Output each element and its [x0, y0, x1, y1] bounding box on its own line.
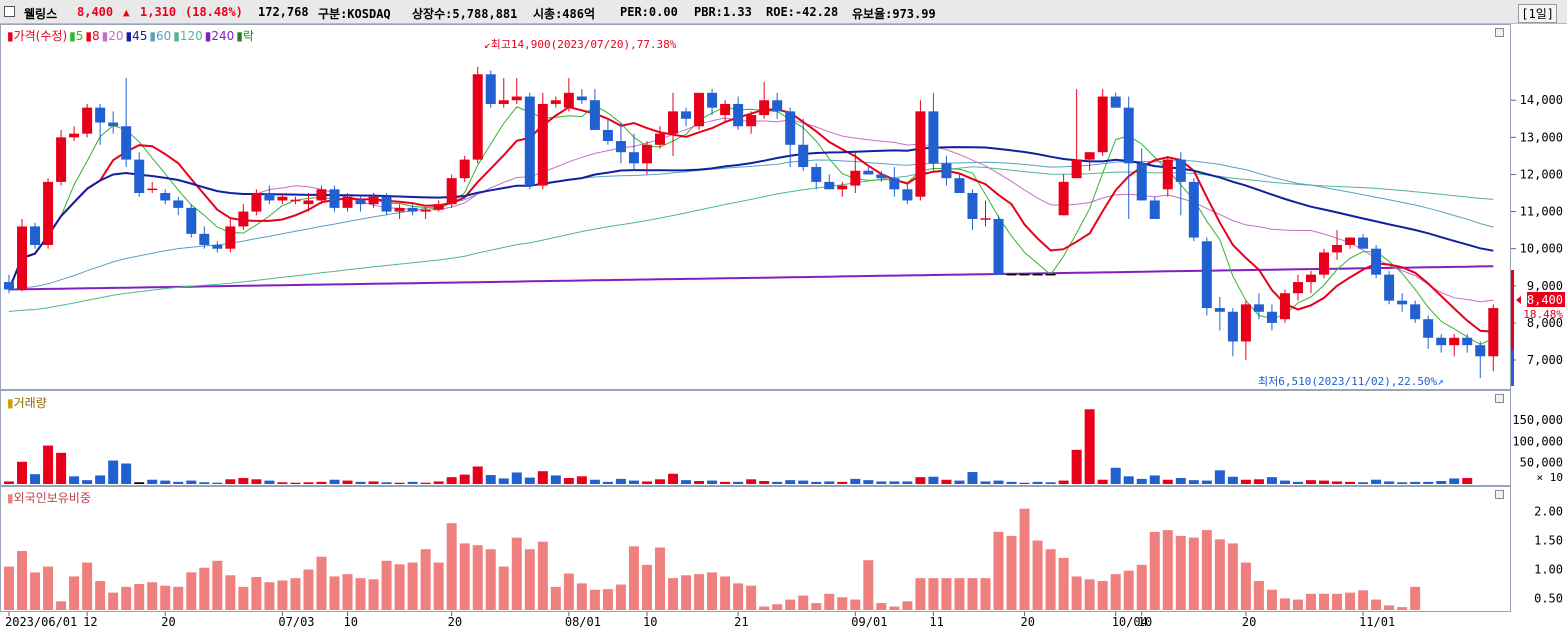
reserve-ratio: 유보율:973.99	[852, 7, 936, 21]
foreign-tick-label: 2.00	[1534, 505, 1563, 519]
volume-tick-label: 150,000	[1512, 413, 1563, 427]
foreign-panel: ▮외국인보유비중	[0, 486, 1511, 612]
edge-bar	[1511, 270, 1514, 350]
last-price-tag	[1527, 292, 1565, 307]
legend-item: ▮락	[236, 29, 254, 43]
roe-value: ROE:-42.28	[766, 5, 839, 19]
per-value: PER:0.00	[620, 5, 678, 19]
x-tick-label: 10/04	[1112, 615, 1148, 629]
up-triangle-icon: ▲	[123, 6, 130, 19]
volume-title: ▮거래량	[7, 396, 47, 410]
x-tick-label: 20	[161, 615, 175, 629]
x-tick-label: 2023/06/01	[5, 615, 77, 629]
x-tick-label: 10	[1138, 615, 1152, 629]
period-selector[interactable]: [1일]	[1518, 4, 1557, 23]
last-pct-text: 18.48%	[1523, 308, 1563, 321]
x-tick-label: 20	[1242, 615, 1256, 629]
x-tick-label: 10	[643, 615, 657, 629]
last-price-text: 8,400	[1527, 293, 1563, 307]
panel-minimize-icon[interactable]	[1495, 394, 1504, 403]
legend-item: ▮240	[204, 29, 235, 43]
volume-panel: ▮거래량	[0, 390, 1511, 486]
legend-item: ▮20	[101, 29, 124, 43]
last-price-pointer-icon	[1516, 296, 1521, 304]
x-tick-label: 20	[448, 615, 462, 629]
panel-minimize-icon[interactable]	[1495, 28, 1504, 37]
legend-item: ▮45	[125, 29, 148, 43]
x-tick-label: 12	[83, 615, 97, 629]
foreign-tick-label: 1.50	[1534, 534, 1563, 548]
volume-tick-label: 50,000	[1520, 456, 1563, 470]
price-panel: ▮가격(수정) ▮5 ▮8 ▮20 ▮45 ▮60 ▮120 ▮240 ▮락	[0, 24, 1511, 390]
price-legend: ▮가격(수정) ▮5 ▮8 ▮20 ▮45 ▮60 ▮120 ▮240 ▮락	[7, 27, 256, 44]
panel-minimize-icon[interactable]	[1495, 490, 1504, 499]
price-tick-label: 14,000	[1520, 93, 1563, 107]
price-tick-label: 8,000	[1527, 316, 1563, 330]
x-tick-label: 20	[1021, 615, 1035, 629]
price-tick-label: 11,000	[1520, 205, 1563, 219]
x-tick-label: 10	[344, 615, 358, 629]
current-price: 8,400	[77, 5, 114, 19]
price-change-pct: (18.48%)	[185, 5, 243, 19]
x-tick-label: 11	[929, 615, 943, 629]
price-tick-label: 13,000	[1520, 130, 1563, 144]
x-tick-label: 07/03	[278, 615, 314, 629]
pbr-value: PBR:1.33	[694, 5, 752, 19]
listed-shares: 상장수:5,788,881	[412, 7, 518, 21]
price-tick-label: 7,000	[1527, 353, 1563, 367]
price-change: 1,310	[140, 5, 177, 19]
trade-volume: 172,768	[258, 5, 309, 19]
foreign-tick-label: 1.00	[1534, 562, 1563, 576]
x-tick-label: 21	[734, 615, 748, 629]
legend-item: ▮60	[149, 29, 172, 43]
foreign-tick-label: 0.50	[1534, 591, 1563, 605]
price-tick-label: 9,000	[1527, 279, 1563, 293]
market-cap: 시총:486억	[533, 7, 596, 21]
foreign-title: ▮외국인보유비중	[7, 491, 91, 505]
market-type: 구분:KOSDAQ	[318, 7, 391, 21]
legend-item: ▮8	[85, 29, 100, 43]
x-tick-label: 08/01	[565, 615, 601, 629]
volume-tick-label: 100,000	[1512, 434, 1563, 448]
legend-item: ▮가격(수정)	[7, 29, 68, 43]
edge-bar	[1511, 350, 1514, 386]
select-checkbox[interactable]	[4, 6, 15, 17]
price-tick-label: 12,000	[1520, 167, 1563, 181]
price-tick-label: 10,000	[1520, 242, 1563, 256]
stock-name: 웰링스	[24, 7, 58, 21]
legend-item: ▮120	[173, 29, 203, 43]
header-bar: 웰링스 8,400 ▲ 1,310 (18.48%) 172,768 구분:KO…	[0, 0, 1567, 24]
volume-unit-label: × 10	[1537, 471, 1564, 484]
legend-item: ▮5	[69, 29, 84, 43]
x-tick-label: 11/01	[1359, 615, 1395, 629]
x-tick-label: 09/01	[851, 615, 887, 629]
